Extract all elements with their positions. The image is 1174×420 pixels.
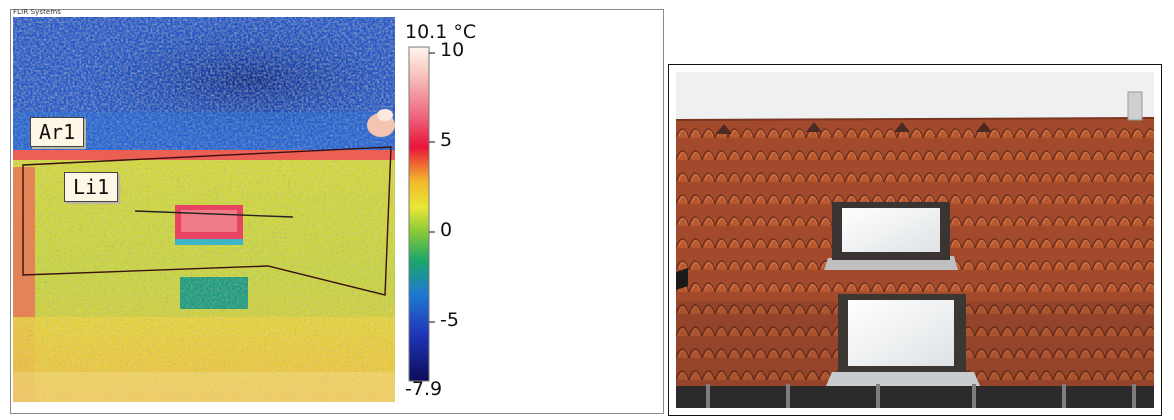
scale-tick-0: 0: [440, 219, 453, 241]
area-label-ar1: Ar1: [30, 117, 85, 147]
measurement-area-ar1: [22, 146, 392, 296]
measurement-line-li1: [134, 210, 294, 218]
scale-tick-10: 10: [440, 39, 465, 61]
brand-label: FLIR Systems: [13, 8, 62, 16]
temperature-color-scale: [408, 46, 435, 382]
line-label-li1: Li1: [64, 172, 119, 202]
scale-max-label: 10.1 °C: [405, 21, 477, 43]
lower-skylight: [826, 294, 980, 386]
roof-photo: [676, 72, 1154, 408]
upper-skylight: [824, 202, 958, 270]
scale-tick-5: 5: [440, 129, 453, 151]
roof-vents: [716, 122, 992, 134]
scale-tick-minus-5: -5: [440, 309, 459, 331]
gutter: [676, 386, 1154, 408]
scale-min-label: -7.9: [405, 378, 443, 400]
thermal-image: [13, 17, 395, 402]
